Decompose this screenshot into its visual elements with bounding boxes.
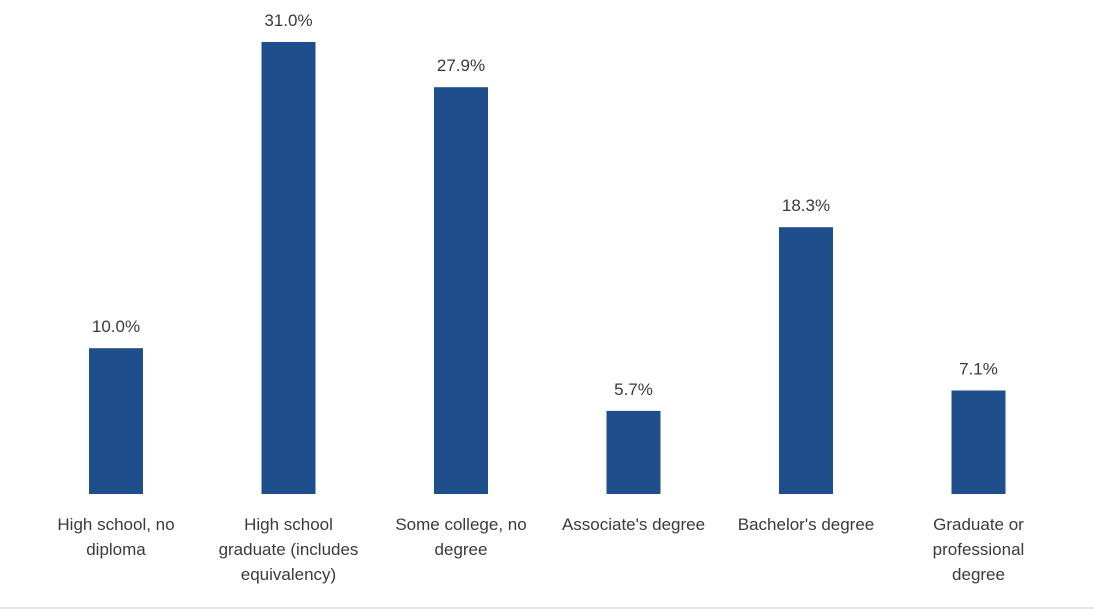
category-label-line: Graduate or	[933, 515, 1024, 534]
data-label-5: 18.3%	[782, 196, 830, 215]
category-label-line: Associate's degree	[562, 515, 705, 534]
data-label-4: 5.7%	[614, 380, 653, 399]
category-label-line: Bachelor's degree	[738, 515, 875, 534]
bar-3	[434, 87, 488, 494]
category-label-2: High school graduate (includes equivalency…	[219, 515, 359, 584]
category-label-line: graduate (includes	[219, 540, 359, 559]
category-label-line: High school	[244, 515, 333, 534]
category-label-line: professional	[933, 540, 1025, 559]
bottom-border	[0, 607, 1094, 609]
category-label-1: High school, no diploma	[57, 515, 174, 559]
category-label-line: degree	[435, 540, 488, 559]
category-label-6: Graduate or professional degree	[933, 515, 1025, 584]
bar-5	[779, 227, 833, 494]
category-label-line: diploma	[86, 540, 146, 559]
category-label-4: Associate's degree	[562, 515, 705, 534]
data-label-1: 10.0%	[92, 317, 140, 336]
data-label-6: 7.1%	[959, 360, 998, 379]
data-label-3: 27.9%	[437, 56, 485, 75]
category-label-5: Bachelor's degree	[738, 515, 875, 534]
category-label-line: Some college, no	[395, 515, 526, 534]
category-label-line: High school, no	[57, 515, 174, 534]
value-labels-group: 10.0% 31.0% 27.9% 5.7% 18.3% 7.1%	[92, 11, 998, 399]
bars-group	[89, 42, 1006, 494]
category-labels-group: High school, no diploma High school graduat…	[57, 515, 1024, 584]
bar-1	[89, 348, 143, 494]
category-label-line: degree	[952, 565, 1005, 584]
data-label-2: 31.0%	[264, 11, 312, 30]
bar-6	[951, 390, 1006, 494]
bar-4	[606, 410, 661, 494]
category-label-3: Some college, no degree	[395, 515, 526, 559]
category-label-line: equivalency)	[241, 565, 336, 584]
bar-2	[261, 42, 316, 494]
